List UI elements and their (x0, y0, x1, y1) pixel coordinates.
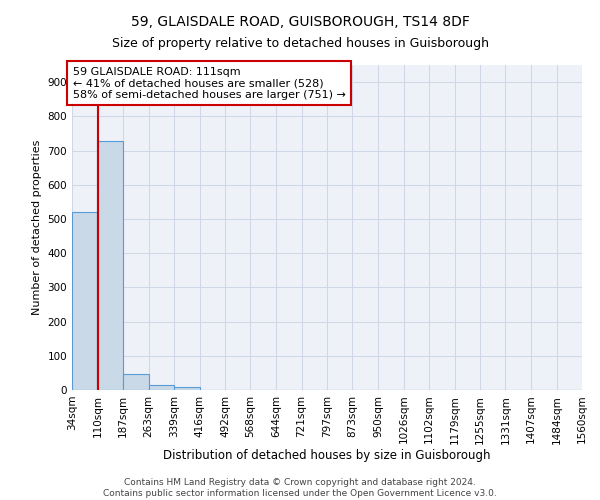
Bar (149, 385, 174, 390)
Bar (174, 388, 200, 390)
Bar (97, 141, 123, 390)
Text: 59, GLAISDALE ROAD, GUISBOROUGH, TS14 8DF: 59, GLAISDALE ROAD, GUISBOROUGH, TS14 8D… (131, 15, 469, 29)
Text: Contains HM Land Registry data © Crown copyright and database right 2024.
Contai: Contains HM Land Registry data © Crown c… (103, 478, 497, 498)
Y-axis label: Number of detached properties: Number of detached properties (32, 140, 42, 315)
X-axis label: Distribution of detached houses by size in Guisborough: Distribution of detached houses by size … (163, 449, 491, 462)
Bar (123, 374, 149, 390)
Text: 59 GLAISDALE ROAD: 111sqm
← 41% of detached houses are smaller (528)
58% of semi: 59 GLAISDALE ROAD: 111sqm ← 41% of detac… (73, 66, 346, 100)
Bar (72, 212, 97, 390)
Text: Size of property relative to detached houses in Guisborough: Size of property relative to detached ho… (112, 38, 488, 51)
